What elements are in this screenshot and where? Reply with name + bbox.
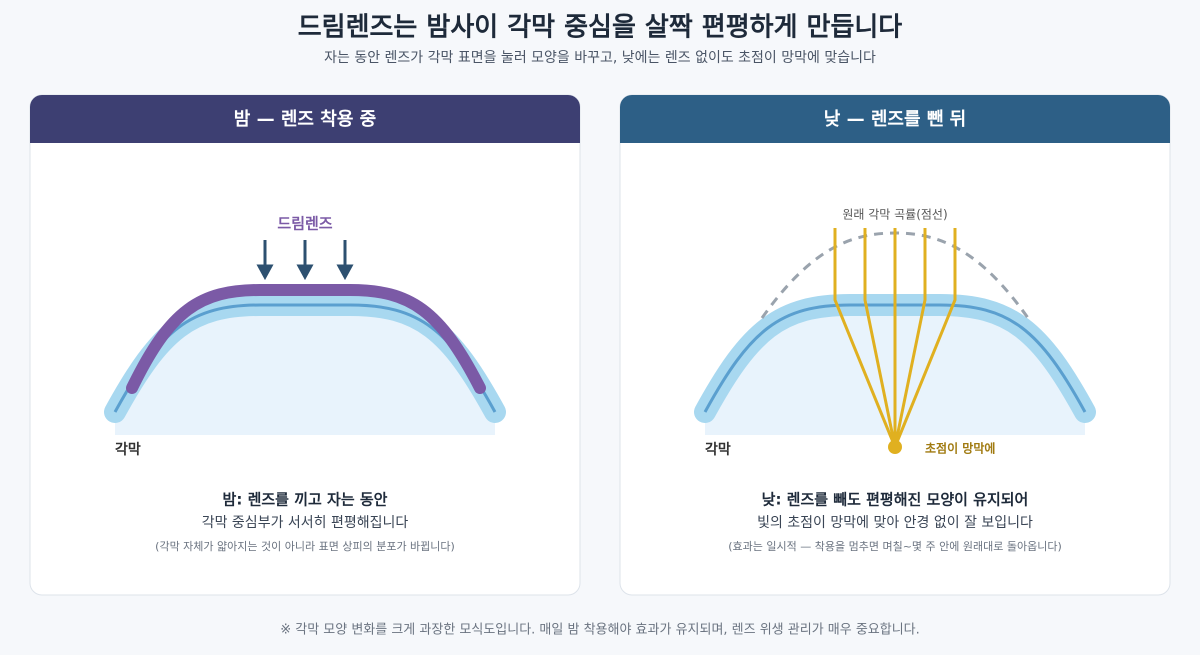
caption-note: (각막 자체가 얇아지는 것이 아니라 표면 상피의 분포가 바뀝니다) [155,540,455,553]
footer-note: ※ 각막 모양 변화를 크게 과장한 모식도입니다. 매일 밤 착용해야 효과가… [280,623,920,638]
cornea-label: 각막 [705,441,731,458]
cornea-label: 각막 [115,441,141,458]
cornea-fill [115,305,495,435]
panel-title: 밤 — 렌즈 착용 중 [234,109,376,130]
title: 드림렌즈는 밤사이 각막 중심을 살짝 편평하게 만듭니다 [298,13,903,43]
panel-title: 낮 — 렌즈를 뺀 뒤 [824,109,966,130]
caption-heading: 밤: 렌즈를 끼고 자는 동안 [223,491,388,509]
arrows [256,240,354,281]
focus-point [888,440,902,454]
subtitle: 자는 동안 렌즈가 각막 표면을 눌러 모양을 바꾸고, 낮에는 렌즈 없이도 … [324,50,876,66]
lens [126,284,486,394]
panel-header [620,95,1170,143]
focus-label: 초점이 망막에 [925,441,995,456]
panel-header [30,95,580,143]
caption-text: 빛의 초점이 망막에 맞아 안경 없이 잘 보입니다 [757,515,1033,531]
panel-day: 낮 — 렌즈를 뺀 뒤 원래 각막 곡률(점선) 초점이 망막에 각막 낮: 렌… [619,94,1171,596]
caption-text: 각막 중심부가 서서히 편평해집니다 [202,515,409,531]
original-label: 원래 각막 곡률(점선) [842,208,947,222]
panel-night: 밤 — 렌즈 착용 중 드림렌즈 각막 밤: 렌즈를 끼고 자는 동안 각막 중… [29,94,581,596]
caption-heading: 낮: 렌즈를 빼도 편평해진 모양이 유지되어 [762,491,1029,509]
light-rays [833,228,957,448]
lens-label: 드림렌즈 [277,215,332,233]
caption-note: (효과는 일시적 — 착용을 멈추면 며칠~몇 주 안에 원래대로 돌아옵니다) [728,539,1062,553]
